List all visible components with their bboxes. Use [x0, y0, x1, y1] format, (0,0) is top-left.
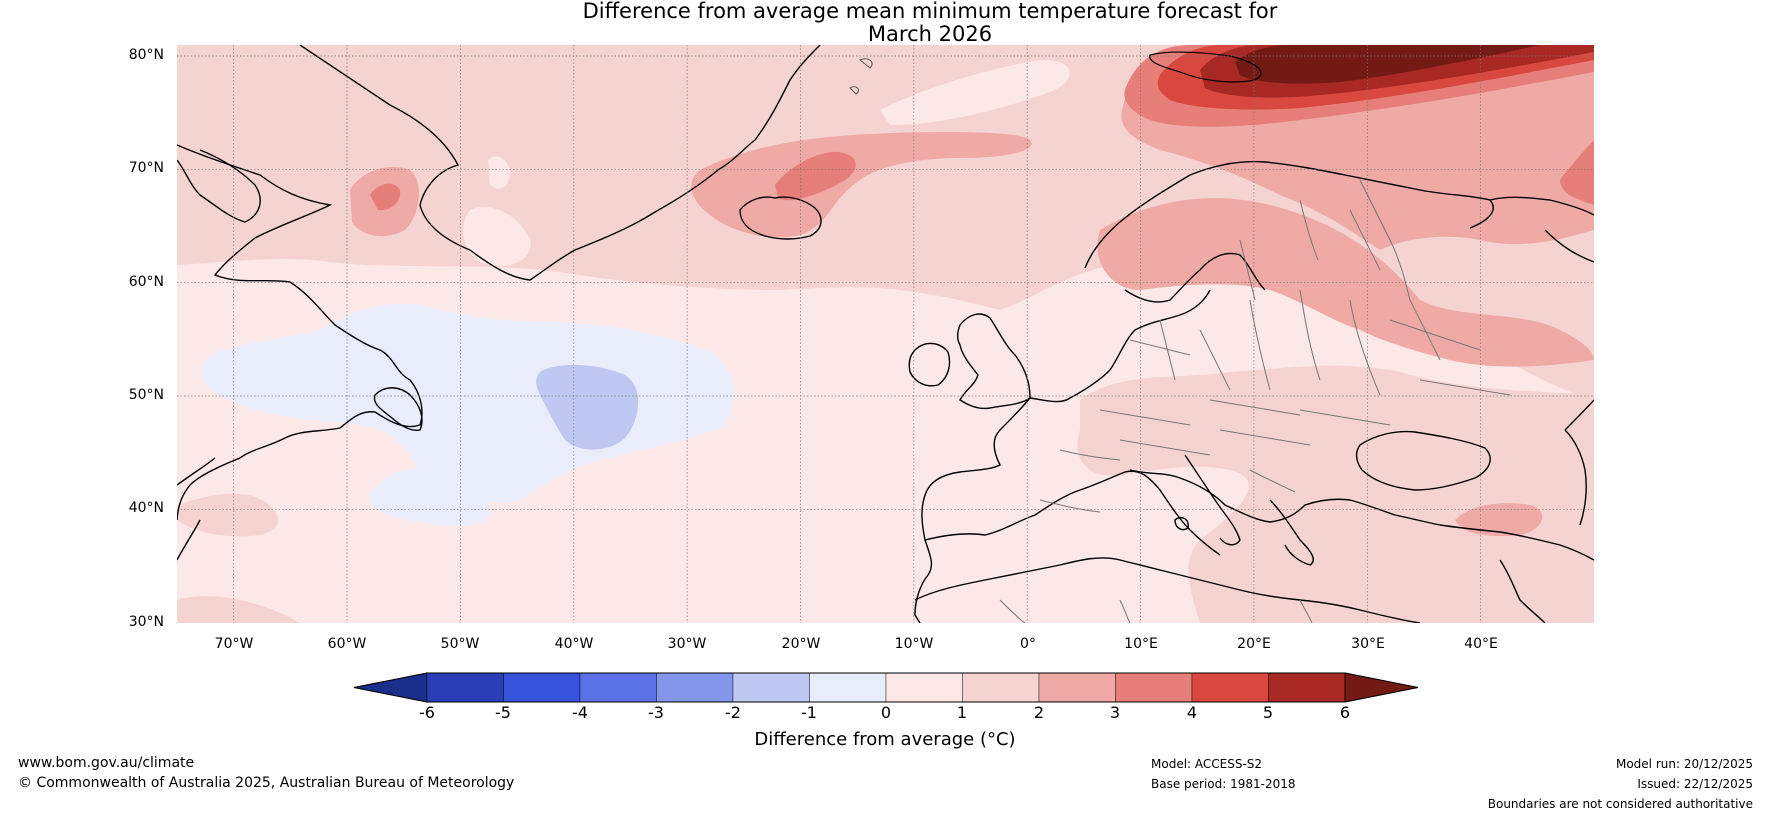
anomaly-pocket-0-1-arctic — [880, 59, 1070, 126]
graticule — [177, 45, 1594, 623]
colorbar-segment — [503, 672, 581, 703]
red-sea-coastline — [1499, 559, 1546, 623]
colorbar-segment — [579, 672, 657, 703]
italy-coastline — [1174, 454, 1241, 546]
colorbar-tick-2: 2 — [1033, 703, 1045, 722]
lon-label-10w: 10°W — [894, 636, 934, 652]
anomaly-band-3-4-iceland — [775, 151, 856, 201]
lon-label-60w: 60°W — [327, 636, 367, 652]
colorbar-segment — [809, 672, 887, 703]
title-line-2: March 2026 — [867, 22, 993, 46]
lat-label-30n: 30°N — [128, 614, 164, 630]
lon-label-30w: 30°W — [667, 636, 707, 652]
colorbar-tick-minus2: -2 — [725, 703, 741, 722]
anomaly-band-3-4-east — [1560, 140, 1594, 205]
colorbar-segment — [1191, 672, 1269, 703]
colorbar-segment — [732, 672, 810, 703]
colorbar — [353, 672, 1419, 703]
europe-coastline — [914, 289, 1211, 623]
colorbar-tick-0: 0 — [880, 703, 892, 722]
newfoundland-coastline — [373, 387, 423, 432]
greenland-islands — [849, 58, 873, 95]
footer-copyright: © Commonwealth of Australia 2025, Austra… — [18, 775, 515, 791]
lon-label-40e: 40°E — [1464, 636, 1498, 652]
lat-label-40n: 40°N — [128, 500, 164, 516]
colorbar-tick-minus6: -6 — [419, 703, 435, 722]
title-line-1: Difference from average mean minimum tem… — [582, 0, 1278, 23]
anomaly-band-2-3-scandinavia — [1097, 198, 1594, 367]
kola-coastline — [1489, 196, 1594, 263]
footer-model: Model: ACCESS-S2 — [1151, 757, 1263, 771]
lon-label-30e: 30°E — [1351, 636, 1385, 652]
map-panel — [177, 45, 1594, 623]
colorbar-tick-minus1: -1 — [801, 703, 817, 722]
footer-base-period: Base period: 1981-2018 — [1151, 777, 1296, 791]
colorbar-tick-4: 4 — [1186, 703, 1198, 722]
footer-website: www.bom.gov.au/climate — [18, 755, 195, 771]
baffin-island — [177, 149, 261, 223]
colorbar-segment — [1115, 672, 1193, 703]
lon-label-70w: 70°W — [214, 636, 254, 652]
anomaly-pocket-0-1-small — [488, 156, 510, 189]
colorbar-segment — [885, 672, 963, 703]
anomaly-band-3-4-baffin — [370, 183, 401, 211]
lat-label-70n: 70°N — [128, 160, 164, 176]
colorbar-tick-6: 6 — [1339, 703, 1351, 722]
anomaly-band-minus2-minus1 — [536, 364, 639, 450]
lon-label-20w: 20°W — [781, 636, 821, 652]
footer-issued: Issued: 22/12/2025 — [1637, 777, 1753, 791]
ireland-coastline — [908, 342, 951, 387]
iceland-coastline — [739, 196, 822, 240]
colorbar-tick-1: 1 — [956, 703, 968, 722]
canada-coastline — [177, 144, 423, 521]
north-africa-coastline — [914, 557, 1421, 623]
scandinavia-coastline — [1084, 160, 1494, 303]
colorbar-tick-5: 5 — [1262, 703, 1274, 722]
lat-label-50n: 50°N — [128, 387, 164, 403]
usa-coastline — [177, 457, 216, 561]
lat-label-60n: 60°N — [128, 274, 164, 290]
colorbar-extension-high — [1344, 672, 1419, 703]
footer-model-run: Model run: 20/12/2025 — [1615, 757, 1753, 771]
colorbar-segment — [656, 672, 734, 703]
colorbar-title: Difference from average (°C) — [754, 729, 1016, 750]
anomaly-band-above-6-arctic — [1235, 45, 1540, 84]
greenland-coastline — [299, 45, 821, 281]
lon-label-40w: 40°W — [554, 636, 594, 652]
map-title: Difference from average mean minimum tem… — [0, 0, 1770, 46]
svalbard-coastline — [1149, 51, 1262, 83]
anomaly-band-2-3-iceland — [691, 132, 1032, 238]
lon-label-20e: 20°E — [1237, 636, 1271, 652]
colorbar-tick-3: 3 — [1109, 703, 1121, 722]
colorbar-segment — [962, 672, 1040, 703]
greece-coastline — [1269, 499, 1314, 566]
country-borders — [999, 199, 1511, 623]
anomaly-band-minus1-0-south — [369, 467, 490, 526]
colorbar-tick-minus5: -5 — [495, 703, 511, 722]
black-sea-coastline — [1355, 430, 1491, 491]
colorbar-outline — [353, 672, 1419, 703]
lon-label-0: 0° — [1020, 636, 1036, 652]
colorbar-extension-low — [353, 672, 428, 703]
great-britain-coastline — [957, 313, 1031, 410]
colorbar-tick-minus3: -3 — [648, 703, 664, 722]
anomaly-band-1-2-southeast — [1077, 365, 1594, 623]
colorbar-tick-minus4: -4 — [572, 703, 588, 722]
lon-label-10e: 10°E — [1124, 636, 1158, 652]
lon-label-50w: 50°W — [440, 636, 480, 652]
lat-label-80n: 80°N — [128, 47, 164, 63]
anomaly-pocket-0-1-greenland — [463, 206, 531, 266]
footer-disclaimer: Boundaries are not considered authoritat… — [1487, 797, 1753, 811]
russia-border — [1359, 179, 1441, 361]
caspian-coastline — [1564, 399, 1594, 526]
colorbar-segment — [1268, 672, 1346, 703]
anomaly-band-1-2-southwest — [177, 493, 300, 623]
anomaly-band-2-3-blacksea — [1455, 503, 1543, 537]
colorbar-segment — [426, 672, 504, 703]
colorbar-segment — [1038, 672, 1116, 703]
anomaly-band-minus1-0-labrador — [201, 303, 734, 503]
